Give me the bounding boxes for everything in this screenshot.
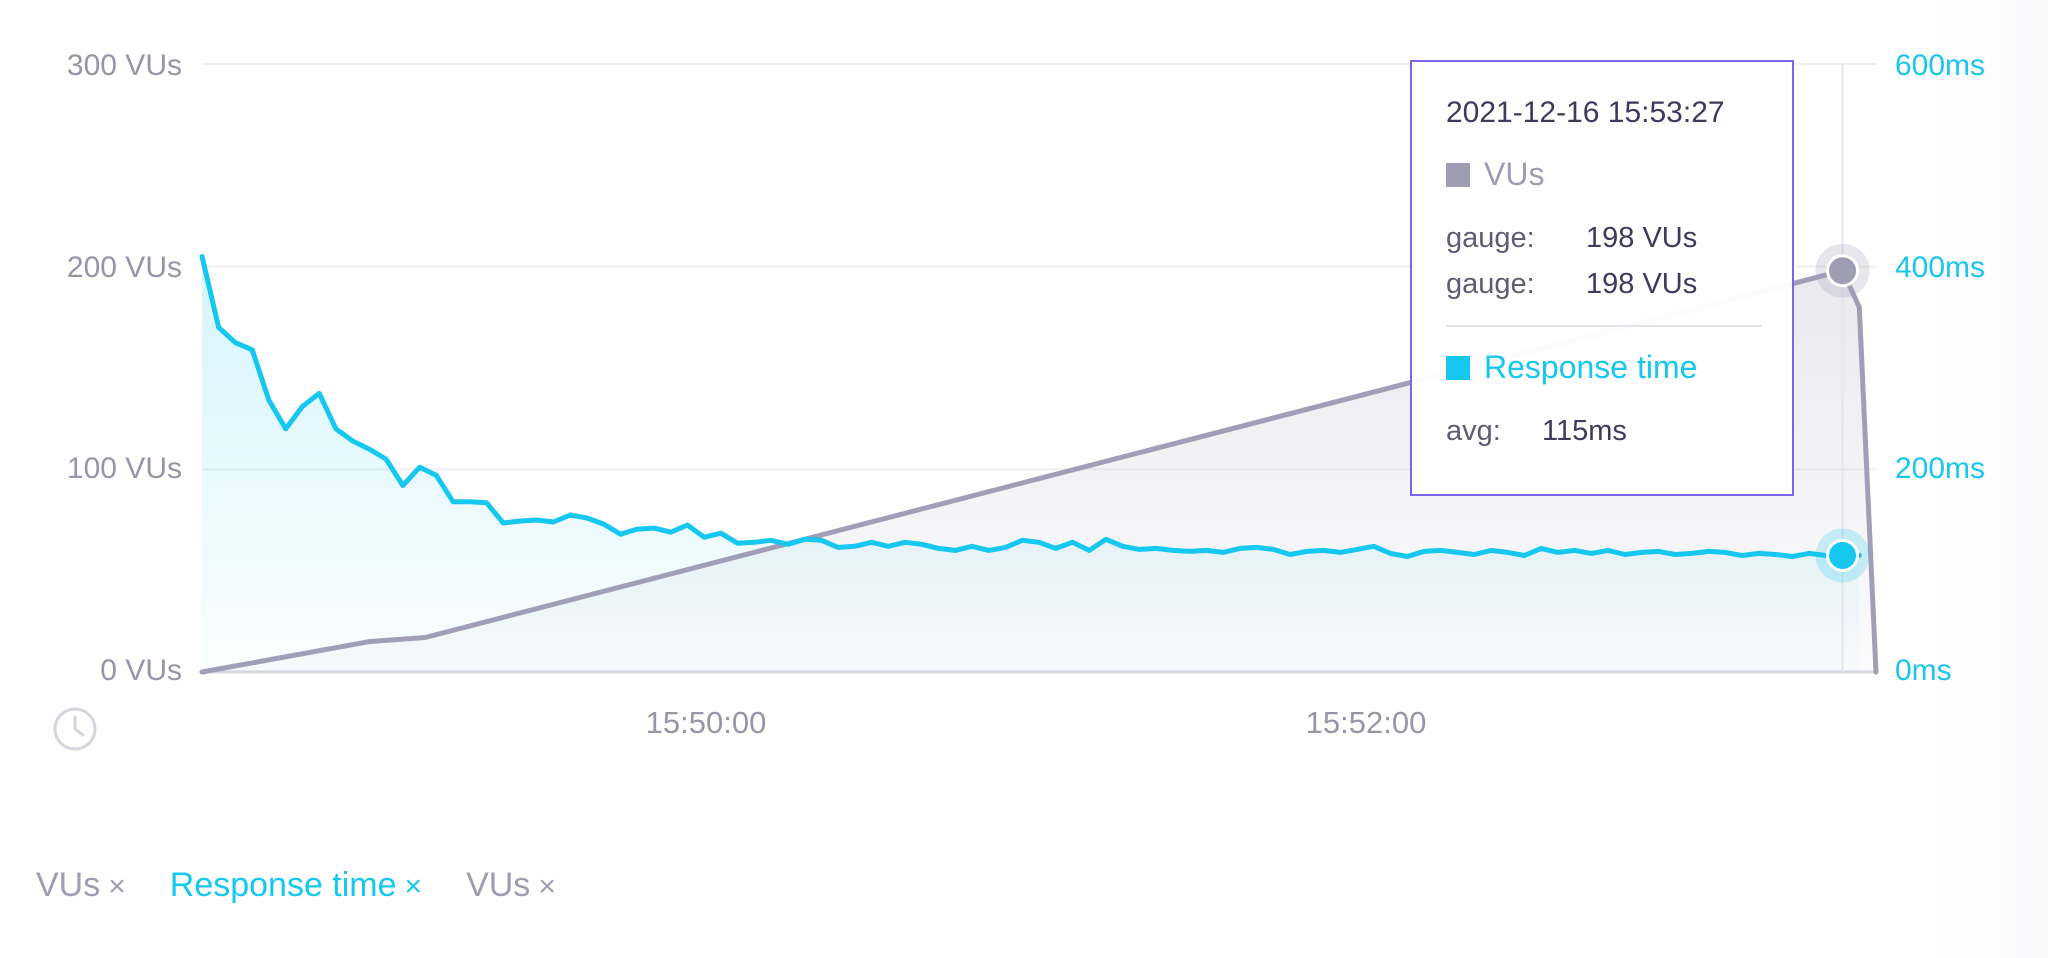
tooltip-row-value: 115ms xyxy=(1542,415,1627,447)
x-axis-tick-label: 15:50:00 xyxy=(646,705,767,740)
response-time-area xyxy=(202,256,1860,672)
vus-hover-point xyxy=(1826,254,1860,288)
right-axis: 600ms 400ms 200ms 0ms xyxy=(1895,49,1985,687)
left-axis-tick-label: 0 VUs xyxy=(100,654,182,687)
legend: VUs × Response time × VUs × xyxy=(36,866,600,905)
tooltip-row-key: gauge: xyxy=(1446,222,1535,254)
right-axis-tick-label: 600ms xyxy=(1895,49,1985,82)
right-axis-tick-label: 400ms xyxy=(1895,251,1985,284)
tooltip-row-value: 198 VUs xyxy=(1586,222,1698,254)
hover-tooltip: 2021-12-16 15:53:27 VUs gauge: 198 VUs ga… xyxy=(1410,60,1794,496)
x-axis-tick-label: 15:52:00 xyxy=(1306,705,1427,740)
tooltip-divider xyxy=(1446,325,1762,327)
vus-swatch-icon xyxy=(1446,162,1470,187)
tooltip-row-key: avg: xyxy=(1446,415,1501,447)
right-axis-tick-label: 200ms xyxy=(1895,452,1985,485)
legend-item-response-time[interactable]: Response time × xyxy=(170,866,422,905)
remove-icon[interactable]: × xyxy=(404,870,423,903)
panel-edge-shading xyxy=(1930,0,2048,958)
tooltip-series-name: VUs xyxy=(1484,156,1545,192)
remove-icon[interactable]: × xyxy=(538,870,556,903)
left-axis-tick-label: 300 VUs xyxy=(67,49,182,82)
left-axis-tick-label: 100 VUs xyxy=(67,452,182,485)
left-axis: 300 VUs 200 VUs 100 VUs 0 VUs xyxy=(67,49,182,687)
left-axis-tick-label: 200 VUs xyxy=(67,251,182,284)
x-axis: 15:50:00 15:52:00 xyxy=(646,705,1427,740)
vus-series-line xyxy=(199,268,1879,675)
tooltip-row-value: 198 VUs xyxy=(1586,268,1698,300)
right-axis-tick-label: 0ms xyxy=(1895,654,1952,687)
tooltip-row-key: gauge: xyxy=(1446,268,1535,300)
remove-icon[interactable]: × xyxy=(108,870,126,903)
tooltip-row: gauge: 198 VUs xyxy=(1446,261,1760,307)
legend-item-vus-2[interactable]: VUs × xyxy=(466,866,556,905)
clock-icon[interactable] xyxy=(52,706,98,752)
legend-item-label: VUs xyxy=(36,866,101,904)
tooltip-timestamp: 2021-12-16 15:53:27 xyxy=(1446,96,1725,129)
tooltip-series-response-time: Response time xyxy=(1446,349,1760,386)
tooltip-row: gauge: 198 VUs xyxy=(1446,215,1760,261)
tooltip-row: avg: 115ms xyxy=(1446,408,1760,454)
tooltip-series-name: Response time xyxy=(1484,349,1698,385)
hover-layer xyxy=(1815,64,1870,672)
legend-item-vus[interactable]: VUs × xyxy=(36,866,126,905)
response-time-hover-point xyxy=(1826,538,1860,572)
response-time-series-line xyxy=(199,254,1862,559)
legend-item-label: Response time xyxy=(169,866,397,904)
legend-item-label: VUs xyxy=(466,866,531,904)
response-time-swatch-icon xyxy=(1446,355,1470,380)
tooltip-series-vus: VUs xyxy=(1446,156,1760,193)
